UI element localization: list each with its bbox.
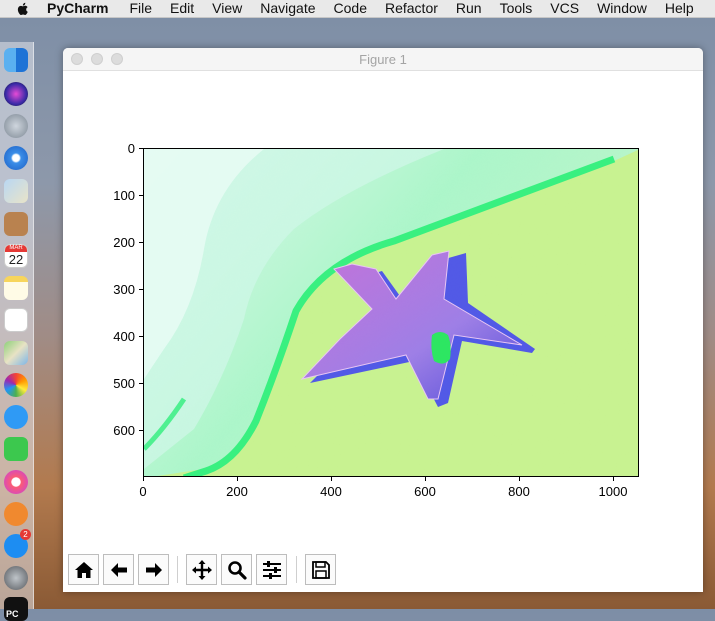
apple-menu-icon[interactable] [15, 1, 31, 17]
menu-navigate[interactable]: Navigate [260, 0, 316, 16]
y-tick-label: 500 [113, 376, 135, 391]
y-tick-label: 300 [113, 282, 135, 297]
itunes-icon[interactable] [4, 470, 28, 494]
y-tick-label: 100 [113, 188, 135, 203]
system-preferences-icon[interactable] [4, 566, 28, 590]
notes-icon[interactable] [4, 276, 28, 300]
y-tick [139, 242, 143, 243]
forward-button[interactable] [138, 554, 169, 585]
safari-icon[interactable] [4, 146, 28, 170]
ibooks-icon[interactable] [4, 502, 28, 526]
pycharm-icon[interactable]: PC [4, 597, 28, 621]
menu-help[interactable]: Help [664, 0, 694, 16]
x-tick-label: 1000 [598, 484, 628, 499]
y-tick-label: 200 [113, 235, 135, 250]
menu-edit[interactable]: Edit [170, 0, 195, 16]
y-tick-label: 600 [113, 423, 135, 438]
menu-window[interactable]: Window [597, 0, 647, 16]
floppy-disk-icon [311, 560, 330, 579]
x-tick [331, 477, 332, 481]
magnifier-icon [227, 560, 247, 580]
x-tick [519, 477, 520, 481]
y-tick [139, 430, 143, 431]
dock: MAR 22 2 PC [0, 42, 34, 621]
figure-window: Figure 1 [63, 48, 703, 592]
menu-app-name[interactable]: PyCharm [47, 0, 109, 16]
photos-icon[interactable] [4, 373, 28, 397]
title-bar[interactable]: Figure 1 [63, 48, 703, 71]
zoom-button[interactable] [221, 554, 252, 585]
y-tick [139, 289, 143, 290]
y-tick-label: 400 [113, 329, 135, 344]
calendar-icon[interactable]: MAR 22 [4, 244, 28, 268]
y-tick [139, 336, 143, 337]
y-tick-label: 0 [127, 141, 135, 156]
siri-icon[interactable] [4, 82, 28, 106]
menu-file[interactable]: File [129, 0, 153, 16]
move-icon [191, 559, 212, 580]
app-store-badge: 2 [20, 529, 31, 540]
arrow-right-icon [145, 562, 162, 577]
x-tick-label: 600 [414, 484, 436, 499]
arrow-left-icon [110, 562, 127, 577]
configure-subplots-button[interactable] [256, 554, 287, 585]
calendar-month: MAR [5, 245, 27, 252]
save-button[interactable] [305, 554, 336, 585]
image-plot [144, 149, 638, 476]
launchpad-icon[interactable] [4, 114, 28, 138]
menu-code[interactable]: Code [333, 0, 367, 16]
pycharm-label: PC [6, 609, 19, 619]
facetime-icon[interactable] [4, 437, 28, 461]
pan-button[interactable] [186, 554, 217, 585]
x-tick [425, 477, 426, 481]
y-tick [139, 383, 143, 384]
sliders-icon [262, 560, 281, 579]
x-tick [237, 477, 238, 481]
calendar-day: 22 [8, 252, 24, 267]
toolbar-separator [296, 556, 297, 583]
menu-refactor[interactable]: Refactor [384, 0, 438, 16]
messages-icon[interactable] [4, 405, 28, 429]
reminders-icon[interactable] [4, 308, 28, 332]
x-tick-label: 200 [226, 484, 248, 499]
x-tick-label: 400 [320, 484, 342, 499]
zoom-window-button[interactable] [111, 53, 123, 65]
back-button[interactable] [103, 554, 134, 585]
x-tick [143, 477, 144, 481]
x-tick-label: 800 [508, 484, 530, 499]
menu-bar: PyCharm File Edit View Navigate Code Ref… [0, 0, 715, 18]
home-button[interactable] [68, 554, 99, 585]
menu-view[interactable]: View [212, 0, 243, 16]
minimize-button[interactable] [91, 53, 103, 65]
maps-icon[interactable] [4, 341, 28, 365]
y-tick [139, 195, 143, 196]
contacts-icon[interactable] [4, 212, 28, 236]
close-button[interactable] [71, 53, 83, 65]
x-tick-label: 0 [139, 484, 147, 499]
menu-tools[interactable]: Tools [499, 0, 533, 16]
menu-vcs[interactable]: VCS [550, 0, 580, 16]
finder-icon[interactable] [4, 48, 28, 72]
x-tick [613, 477, 614, 481]
mail-icon[interactable] [4, 179, 28, 203]
plot-axes[interactable] [143, 148, 639, 477]
y-tick [139, 148, 143, 149]
menu-run[interactable]: Run [455, 0, 482, 16]
home-icon [74, 561, 93, 578]
window-title: Figure 1 [359, 52, 407, 67]
toolbar-separator [177, 556, 178, 583]
